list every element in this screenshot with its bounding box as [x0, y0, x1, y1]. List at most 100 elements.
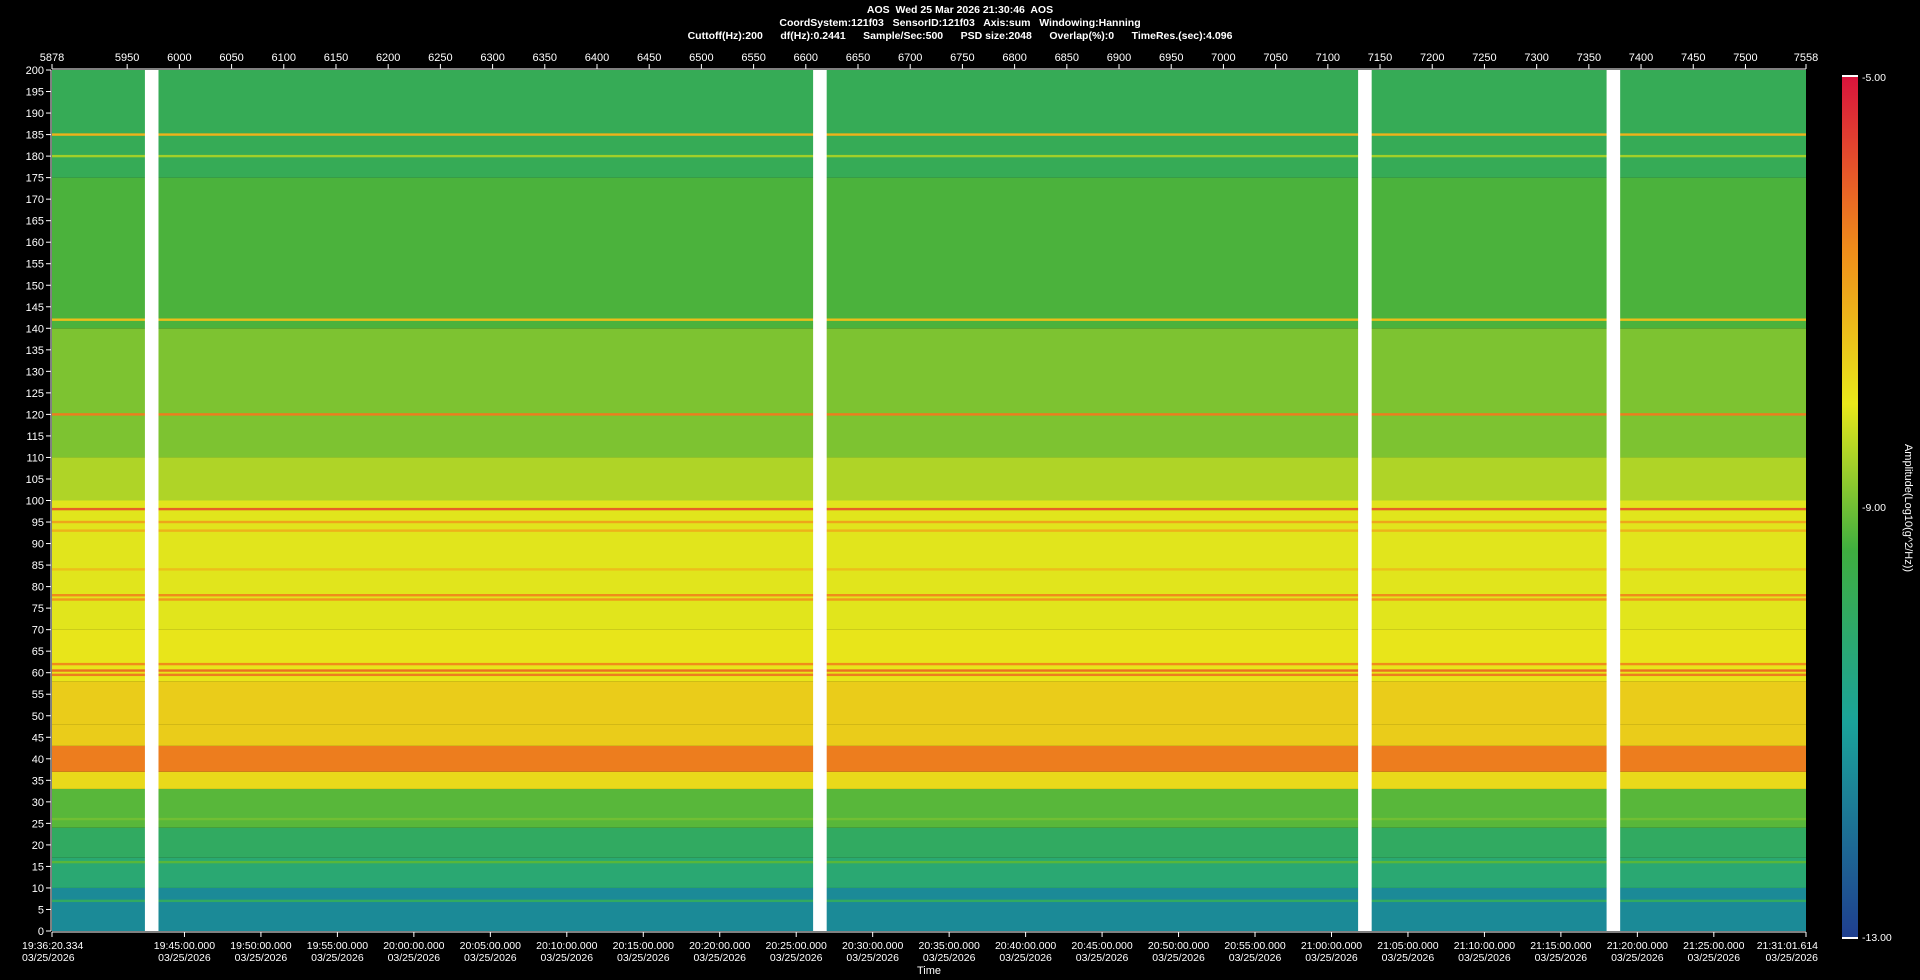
time-tick-date: 03/25/2026 — [1076, 952, 1129, 964]
y-tick-label: 30 — [32, 797, 44, 809]
y-tick-label: 160 — [26, 237, 44, 249]
tonal-line — [52, 507, 1806, 511]
top-tick-label: 6150 — [324, 52, 348, 64]
top-tick-label: 7150 — [1368, 52, 1392, 64]
tonal-line — [52, 568, 1806, 571]
time-tick-date: 03/25/2026 — [1229, 952, 1282, 964]
time-tick-date: 03/25/2026 — [1152, 952, 1205, 964]
y-tick-label: 180 — [26, 151, 44, 163]
top-tick-label: 6400 — [585, 52, 609, 64]
y-tick-label: 95 — [32, 517, 44, 529]
tonal-line — [52, 413, 1806, 416]
colorbar-tick-label: -5.00 — [1862, 72, 1886, 84]
y-tick-label: 80 — [32, 582, 44, 594]
top-tick-label: 6900 — [1107, 52, 1131, 64]
colorbar-tick-label: -9.00 — [1862, 502, 1886, 514]
y-tick-label: 125 — [26, 388, 44, 400]
time-tick-label: 20:05:00.000 — [460, 940, 521, 952]
time-tick-label: 20:20:00.000 — [689, 940, 750, 952]
frequency-band — [52, 328, 1806, 458]
frequency-band — [52, 70, 1806, 178]
time-tick-date: 03/25/2026 — [923, 952, 976, 964]
top-tick-label: 6650 — [846, 52, 870, 64]
top-tick-label: 6500 — [689, 52, 713, 64]
y-tick-label: 130 — [26, 366, 44, 378]
time-tick-date: 03/25/2026 — [311, 952, 364, 964]
time-tick-date: 03/25/2026 — [1382, 952, 1435, 964]
frequency-band — [52, 681, 1806, 725]
time-tick-label: 20:40:00.000 — [995, 940, 1056, 952]
time-tick-label: 20:30:00.000 — [842, 940, 903, 952]
tonal-line — [52, 318, 1806, 321]
y-tick-label: 70 — [32, 625, 44, 637]
time-tick-label: 20:25:00.000 — [766, 940, 827, 952]
time-tick-label: 21:10:00.000 — [1454, 940, 1515, 952]
frequency-band — [52, 457, 1806, 501]
time-tick-date: 03/25/2026 — [541, 952, 594, 964]
time-tick-label: 21:20:00.000 — [1607, 940, 1668, 952]
x-axis-label: Time — [917, 965, 941, 977]
time-tick-date: 03/25/2026 — [1611, 952, 1664, 964]
top-tick-label: 7200 — [1420, 52, 1444, 64]
time-tick-label: 20:50:00.000 — [1148, 940, 1209, 952]
chart-subtitle-coord: CoordSystem:121f03 SensorID:121f03 Axis:… — [779, 17, 1141, 29]
y-tick-label: 145 — [26, 302, 44, 314]
colorbar-top-marker — [1842, 75, 1858, 77]
y-tick-label: 60 — [32, 668, 44, 680]
y-tick-label: 0 — [38, 926, 44, 938]
frequency-band — [52, 745, 1806, 772]
y-tick-label: 155 — [26, 259, 44, 271]
axes: 2001951901851801751701651601551501451401… — [22, 52, 1818, 964]
top-tick-label: 7250 — [1472, 52, 1496, 64]
time-tick-label: 19:50:00.000 — [230, 940, 291, 952]
time-tick-label: 20:15:00.000 — [613, 940, 674, 952]
time-tick-label: 19:55:00.000 — [307, 940, 368, 952]
top-tick-label: 7300 — [1524, 52, 1548, 64]
y-tick-label: 135 — [26, 345, 44, 357]
top-tick-label: 6800 — [1002, 52, 1026, 64]
y-tick-label: 115 — [26, 431, 44, 443]
time-tick-date: 03/25/2026 — [235, 952, 288, 964]
tonal-line — [52, 598, 1806, 601]
top-tick-label: 6350 — [533, 52, 557, 64]
time-tick-date: 03/25/2026 — [1765, 952, 1818, 964]
colorbar-bottom-marker — [1842, 937, 1858, 939]
y-tick-label: 100 — [26, 496, 44, 508]
y-tick-label: 165 — [26, 216, 44, 228]
frequency-band — [52, 500, 1806, 630]
time-tick-date: 03/25/2026 — [464, 952, 517, 964]
time-tick-date: 03/25/2026 — [846, 952, 899, 964]
time-tick-date: 03/25/2026 — [1305, 952, 1358, 964]
time-tick-date: 03/25/2026 — [388, 952, 441, 964]
tonal-line — [52, 899, 1806, 903]
top-tick-label: 7558 — [1794, 52, 1818, 64]
chart-title: AOS Wed 25 Mar 2026 21:30:46 AOS — [866, 4, 1054, 16]
tonal-line — [52, 860, 1806, 864]
tonal-line — [52, 520, 1806, 524]
top-tick-label: 6450 — [637, 52, 661, 64]
top-tick-label: 7000 — [1211, 52, 1235, 64]
frequency-band — [52, 788, 1806, 828]
time-tick-date: 03/25/2026 — [1458, 952, 1511, 964]
tonal-line — [52, 662, 1806, 666]
frequency-band — [52, 771, 1806, 789]
data-gap — [1358, 70, 1372, 931]
spectrogram-plot-area[interactable] — [52, 70, 1806, 931]
y-tick-label: 5 — [38, 904, 44, 916]
top-tick-label: 6850 — [1055, 52, 1079, 64]
colorbar-tick-label: -13.00 — [1862, 932, 1892, 944]
colorbar-scale — [1842, 77, 1858, 937]
time-tick-label: 20:35:00.000 — [918, 940, 979, 952]
y-tick-label: 15 — [32, 861, 44, 873]
top-tick-label: 7350 — [1577, 52, 1601, 64]
top-tick-label: 6250 — [428, 52, 452, 64]
top-tick-label: 6950 — [1159, 52, 1183, 64]
top-tick-label: 6750 — [950, 52, 974, 64]
y-tick-label: 170 — [26, 194, 44, 206]
y-tick-label: 10 — [32, 883, 44, 895]
y-tick-label: 40 — [32, 754, 44, 766]
top-tick-label: 6100 — [272, 52, 296, 64]
y-tick-label: 190 — [26, 108, 44, 120]
top-tick-label: 6050 — [219, 52, 243, 64]
y-tick-label: 35 — [32, 775, 44, 787]
